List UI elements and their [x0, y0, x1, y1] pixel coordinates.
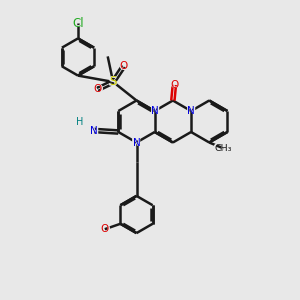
Text: S: S	[108, 75, 118, 89]
Text: N: N	[187, 106, 195, 116]
Text: N: N	[149, 104, 160, 118]
Text: O: O	[100, 223, 110, 236]
Text: N: N	[151, 106, 159, 116]
Text: Cl: Cl	[72, 17, 84, 30]
Text: Cl: Cl	[70, 16, 86, 30]
Text: O: O	[169, 78, 180, 92]
Text: CH₃: CH₃	[215, 144, 232, 153]
Text: O: O	[93, 84, 102, 94]
Text: N: N	[89, 124, 100, 137]
Text: O: O	[170, 80, 178, 90]
Text: N: N	[131, 136, 142, 149]
Text: S: S	[110, 75, 117, 88]
Text: N: N	[133, 137, 140, 148]
Text: N: N	[186, 104, 196, 118]
Text: CH₃: CH₃	[212, 142, 235, 155]
Text: N: N	[90, 125, 98, 136]
Text: H: H	[75, 116, 85, 129]
Text: O: O	[92, 83, 103, 96]
Text: O: O	[119, 61, 128, 71]
Text: O: O	[101, 224, 109, 234]
Text: H: H	[76, 117, 84, 127]
Text: O: O	[118, 60, 129, 73]
